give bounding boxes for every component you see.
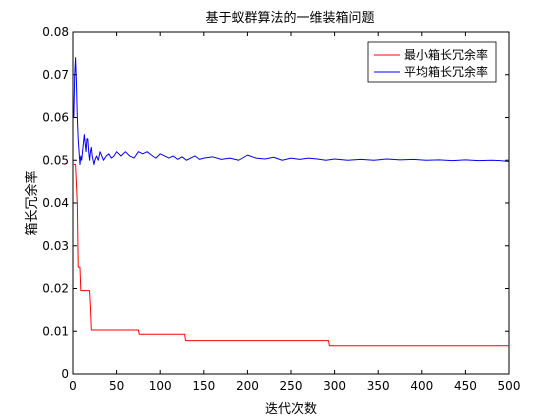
x-tick-label: 250	[280, 379, 303, 393]
x-tick-label: 300	[323, 379, 346, 393]
legend-box	[367, 41, 497, 83]
series-line-avg	[73, 57, 510, 166]
y-tick-label: 0.01	[42, 324, 69, 338]
legend: 最小箱长冗余率 平均箱长冗余率	[367, 41, 497, 83]
chart-title: 基于蚁群算法的一维装箱问题	[205, 10, 374, 26]
y-tick-label: 0.07	[42, 68, 69, 82]
series-line-min	[73, 164, 509, 347]
y-tick-label: 0.04	[42, 196, 69, 210]
series-layer	[73, 57, 510, 347]
x-tick-label: 150	[192, 379, 215, 393]
y-tick-label: 0.08	[42, 25, 69, 39]
axes-box	[72, 31, 510, 375]
y-tick-label: 0	[61, 367, 69, 381]
legend-label-avg: 平均箱长冗余率	[404, 64, 488, 79]
x-axis-label: 迭代次数	[265, 401, 317, 417]
y-tick-label: 0.03	[42, 239, 69, 253]
x-tick-label: 400	[410, 379, 433, 393]
x-tick-label: 500	[498, 379, 521, 393]
x-tick-label: 200	[236, 379, 259, 393]
y-tick-label: 0.02	[42, 282, 69, 296]
x-tick-label: 0	[69, 379, 77, 393]
y-axis-label: 箱长冗余率	[24, 170, 40, 235]
plot-area: 0 50 100 150 200 250 300 350 400 450 500 0 0.01 0.02 0…	[42, 25, 520, 393]
legend-label-min: 最小箱长冗余率	[404, 47, 488, 62]
y-tick-label: 0.05	[42, 153, 69, 167]
x-tick-label: 100	[149, 379, 172, 393]
x-tick-label: 50	[109, 379, 124, 393]
y-tick-label: 0.06	[42, 111, 69, 125]
x-tick-label: 350	[367, 379, 390, 393]
ticks-layer: 0 50 100 150 200 250 300 350 400 450 500 0 0.01 0.02 0…	[42, 25, 520, 393]
x-tick-label: 450	[454, 379, 477, 393]
